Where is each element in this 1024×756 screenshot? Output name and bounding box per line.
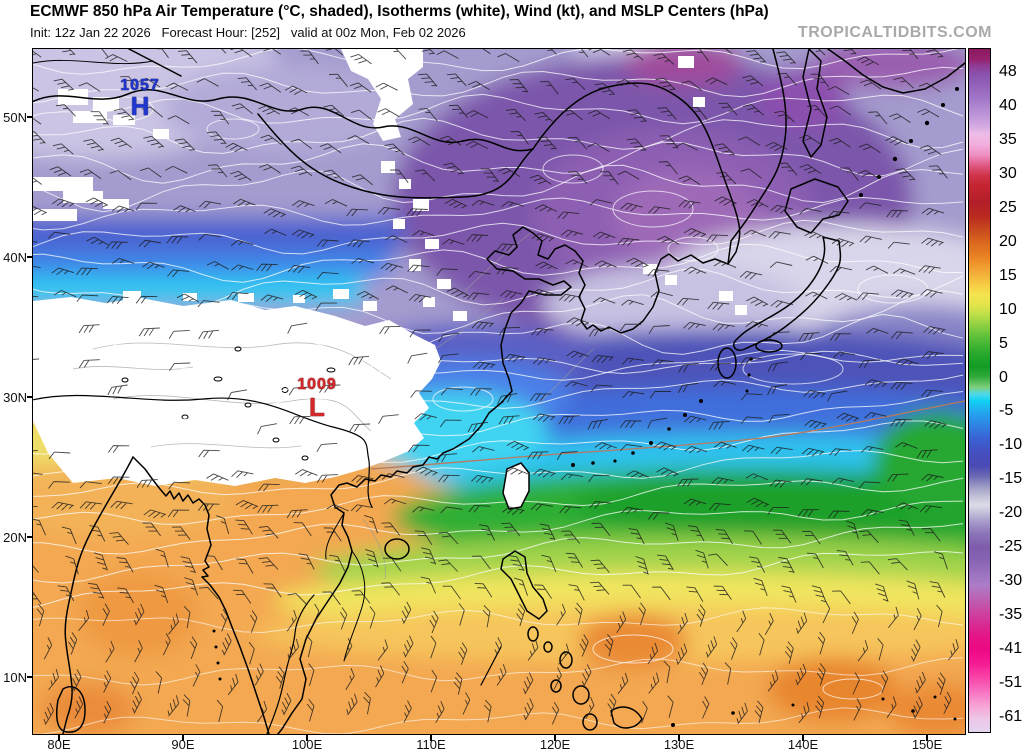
colorbar-gradient xyxy=(969,49,990,732)
colorbar-tick-label: -5 xyxy=(999,402,1014,420)
lon-tick-label: 150E xyxy=(911,737,943,752)
plateau-lakes xyxy=(121,346,336,461)
lon-tick-label: 100E xyxy=(291,737,323,752)
lon-tick xyxy=(58,735,60,741)
lat-tick-label: 30N xyxy=(3,390,27,405)
lon-tick xyxy=(306,735,308,741)
lat-tick xyxy=(27,536,33,538)
colorbar xyxy=(968,48,991,733)
coastlines xyxy=(33,49,965,734)
colorbar-tick-label: 20 xyxy=(999,232,1017,250)
lon-tick xyxy=(182,735,184,741)
colorbar-tick-label: 35 xyxy=(999,130,1017,148)
colorbar-tick-label: 5 xyxy=(999,334,1008,352)
lon-tick-label: 140E xyxy=(787,737,819,752)
province-borders xyxy=(362,230,594,580)
pressure-center-value-low: 1009 xyxy=(297,376,337,393)
colorbar-tick-label: 30 xyxy=(999,164,1017,182)
lon-tick xyxy=(554,735,556,741)
pressure-center-value-high: 1057 xyxy=(120,77,160,94)
lat-tick xyxy=(27,396,33,398)
colorbar-tick-label: -20 xyxy=(999,504,1023,522)
lat-tick xyxy=(27,676,33,678)
zero-isotherm xyxy=(370,400,965,470)
colorbar-tick-label: -25 xyxy=(999,538,1023,556)
colorbar-tick-label: 10 xyxy=(999,300,1017,318)
colorbar-tick-label: 40 xyxy=(999,96,1017,114)
colorbar-tick-label: 25 xyxy=(999,198,1017,216)
lat-tick-label: 50N xyxy=(3,110,27,125)
terrain-mask-altai xyxy=(341,49,423,141)
lon-tick xyxy=(678,735,680,741)
lon-tick xyxy=(430,735,432,741)
colorbar-tick-label: 15 xyxy=(999,266,1017,284)
lon-tick-label: 90E xyxy=(171,737,195,752)
colorbar-tick-label: -10 xyxy=(999,436,1023,454)
colorbar-tick-label: 48 xyxy=(999,63,1017,80)
lon-tick-label: 130E xyxy=(663,737,695,752)
pressure-center-letter-high: H xyxy=(130,91,150,121)
chart-title: ECMWF 850 hPa Air Temperature (°C, shade… xyxy=(30,3,769,20)
lon-tick-label: 120E xyxy=(539,737,571,752)
colorbar-tick-label: -35 xyxy=(999,606,1023,624)
pressure-center-letter-low: L xyxy=(309,392,325,422)
lon-tick-label: 110E xyxy=(416,737,446,752)
lon-tick-label: 80E xyxy=(47,737,71,752)
lon-tick xyxy=(802,735,804,741)
lat-tick-label: 10N xyxy=(3,670,27,685)
island-dots xyxy=(212,87,959,727)
colorbar-tick-label: -41 xyxy=(999,640,1023,658)
lat-tick-label: 40N xyxy=(3,250,27,265)
lat-tick xyxy=(27,256,33,258)
colorbar-tick-label: -61 xyxy=(999,708,1023,725)
lon-tick xyxy=(926,735,928,741)
colorbar-tick-label: 0 xyxy=(999,368,1008,386)
colorbar-tick-label: -30 xyxy=(999,572,1023,590)
lat-tick-label: 20N xyxy=(3,530,27,545)
colorbar-tick-label: -15 xyxy=(999,470,1023,488)
site-watermark: TROPICALTIDBITS.COM xyxy=(797,24,992,41)
chart-subtitle: Init: 12z Jan 22 2026 Forecast Hour: [25… xyxy=(30,25,466,40)
colorbar-tick-label: -51 xyxy=(999,674,1023,692)
map-canvas xyxy=(32,48,966,735)
lat-tick xyxy=(27,116,33,118)
wind-barbs xyxy=(33,49,959,725)
